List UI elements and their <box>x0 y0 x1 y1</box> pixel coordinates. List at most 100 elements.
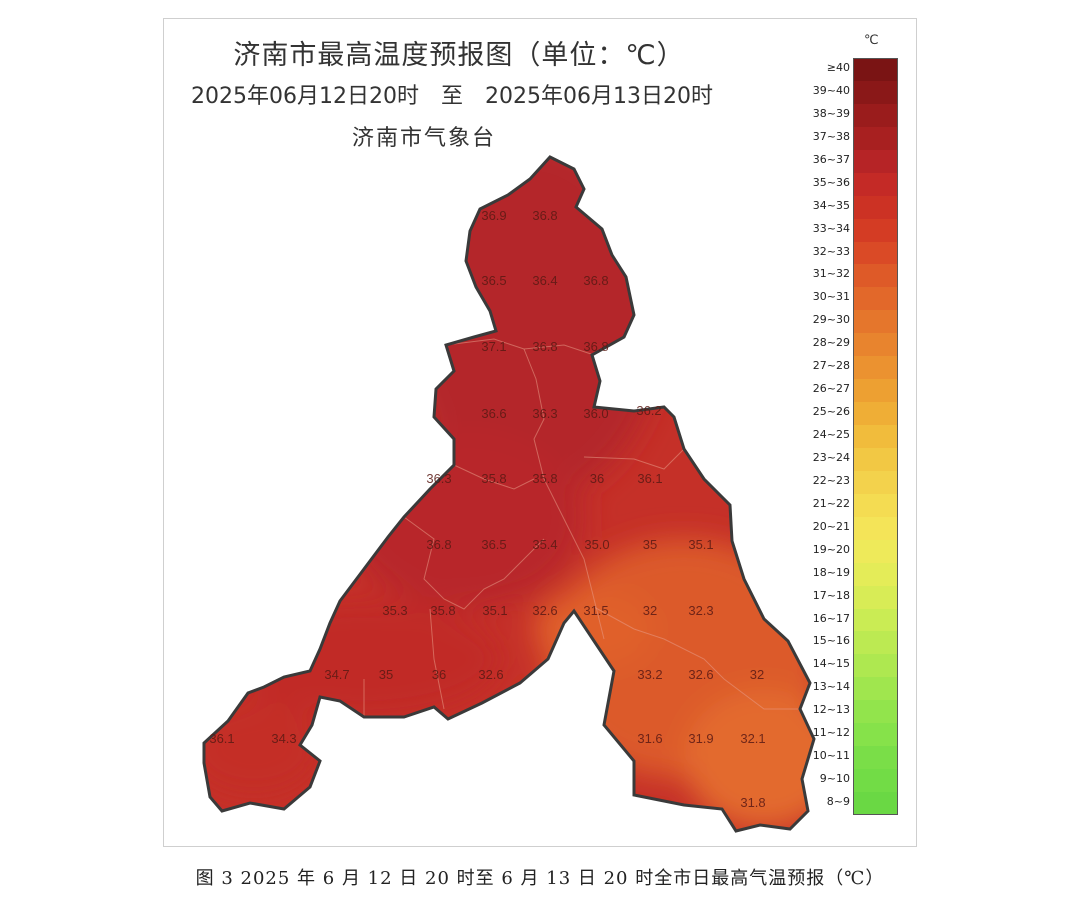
legend-label: 16~17 <box>812 611 850 625</box>
legend-swatch <box>853 425 898 448</box>
legend-item: 30~31 <box>810 287 902 311</box>
hot-zone-center <box>344 429 584 609</box>
legend-swatch <box>853 539 898 563</box>
legend-item: 20~21 <box>810 516 902 540</box>
legend-swatch <box>853 402 898 425</box>
legend-label: 36~37 <box>812 152 850 166</box>
district-boundary <box>429 608 445 710</box>
legend-label: ≥40 <box>826 61 850 74</box>
legend-item: 9~10 <box>810 769 902 792</box>
station-value: 32 <box>750 667 764 682</box>
legend-label: 27~28 <box>812 359 850 373</box>
legend-swatch <box>853 103 898 127</box>
legend-item: 25~26 <box>810 402 902 425</box>
station-value: 36.8 <box>532 208 557 223</box>
legend-item: 24~25 <box>810 425 902 448</box>
temperature-legend: ≥40 39~40 38~39 37~38 36~37 35~36 34~35 33~34 32… <box>810 58 902 815</box>
legend-swatch <box>853 700 898 724</box>
legend-swatch <box>853 310 898 334</box>
station-value: 32.6 <box>532 603 557 618</box>
legend-unit: ℃ <box>864 33 879 48</box>
legend-swatch <box>853 470 898 494</box>
legend-item: 10~11 <box>810 746 902 770</box>
station-value: 36.3 <box>426 471 451 486</box>
legend-swatch <box>853 631 898 655</box>
legend-label: 23~24 <box>812 450 850 464</box>
legend-label: 15~16 <box>812 634 850 648</box>
legend-swatch <box>853 149 898 173</box>
legend-item: 12~13 <box>810 700 902 724</box>
legend-swatch <box>853 562 898 586</box>
station-value: 31.8 <box>740 795 765 810</box>
station-value: 35.4 <box>532 537 557 552</box>
legend-swatch <box>853 746 898 770</box>
district-boundaries <box>363 338 800 717</box>
legend-item: 34~35 <box>810 195 902 219</box>
legend-swatch <box>853 126 898 150</box>
legend-item: 21~22 <box>810 493 902 517</box>
station-value: 35 <box>643 537 657 552</box>
station-value: 36.0 <box>583 406 608 421</box>
legend-swatch <box>853 608 898 632</box>
legend-swatch <box>853 264 898 288</box>
legend-item: 32~33 <box>810 241 902 265</box>
legend-item: 35~36 <box>810 172 902 196</box>
figure-caption: 图 3 2025 年 6 月 12 日 20 时至 6 月 13 日 20 时全… <box>195 868 885 889</box>
station-value: 36.2 <box>636 403 661 418</box>
station-value: 35.1 <box>482 603 507 618</box>
station-value: 36.5 <box>481 273 506 288</box>
issuing-office: 济南市气象台 <box>351 126 496 151</box>
station-value: 35.8 <box>481 471 506 486</box>
station-value: 32 <box>643 603 657 618</box>
legend-item: 38~39 <box>810 103 902 127</box>
station-value: 35.1 <box>688 537 713 552</box>
station-values: 36.9 36.8 36.5 36.4 36.8 37.1 36.8 36.8 36.6 36.3… <box>209 208 765 810</box>
station-value: 35.8 <box>532 471 557 486</box>
legend-label: 9~10 <box>819 772 850 786</box>
legend-label: 28~29 <box>812 336 850 350</box>
district-boundary <box>523 348 605 640</box>
station-value: 31.6 <box>637 731 662 746</box>
station-value: 36.4 <box>532 273 557 288</box>
legend-item: 26~27 <box>810 379 902 403</box>
legend-label: 17~18 <box>812 588 850 602</box>
legend-label: 37~38 <box>812 129 850 143</box>
district-boundary <box>593 606 800 710</box>
station-value: 35.0 <box>584 537 609 552</box>
hot-zone-north <box>404 157 664 499</box>
legend-item: 19~20 <box>810 539 902 563</box>
legend-label: 34~35 <box>812 198 850 212</box>
map-title: 济南市最高温度预报图（单位：℃） <box>233 40 685 71</box>
station-value: 36.6 <box>481 406 506 421</box>
legend-item: 39~40 <box>810 80 902 104</box>
district-boundary <box>583 448 685 470</box>
legend-swatch <box>853 585 898 609</box>
legend-item: ≥40 <box>810 58 902 81</box>
legend-label: 29~30 <box>812 313 850 327</box>
legend-item: 15~16 <box>810 631 902 655</box>
legend-item: 36~37 <box>810 149 902 173</box>
station-value: 34.7 <box>324 667 349 682</box>
legend-label: 11~12 <box>812 726 850 740</box>
forecast-map-panel: 济南市最高温度预报图（单位：℃） 2025年06月12日20时 至 2025年0… <box>163 18 917 847</box>
legend-item: 37~38 <box>810 126 902 150</box>
station-value: 31.9 <box>688 731 713 746</box>
forecast-period: 2025年06月12日20时 至 2025年06月13日20时 <box>191 84 713 109</box>
legend-item: 23~24 <box>810 447 902 471</box>
legend-item: 16~17 <box>810 608 902 632</box>
legend-label: 24~25 <box>812 428 850 441</box>
station-value: 32.1 <box>740 731 765 746</box>
legend-label: 10~11 <box>812 749 850 763</box>
legend-label: 26~27 <box>812 382 850 396</box>
legend-swatch <box>853 769 898 792</box>
legend-swatch <box>853 379 898 403</box>
district-boundary <box>453 464 535 490</box>
station-value: 36 <box>590 471 604 486</box>
station-value: 32.6 <box>478 667 503 682</box>
legend-item: 14~15 <box>810 654 902 678</box>
legend-item: 31~32 <box>810 264 902 288</box>
legend-item: 11~12 <box>810 723 902 747</box>
legend-swatch <box>853 516 898 540</box>
legend-item: 18~19 <box>810 562 902 586</box>
station-value: 35.3 <box>382 603 407 618</box>
